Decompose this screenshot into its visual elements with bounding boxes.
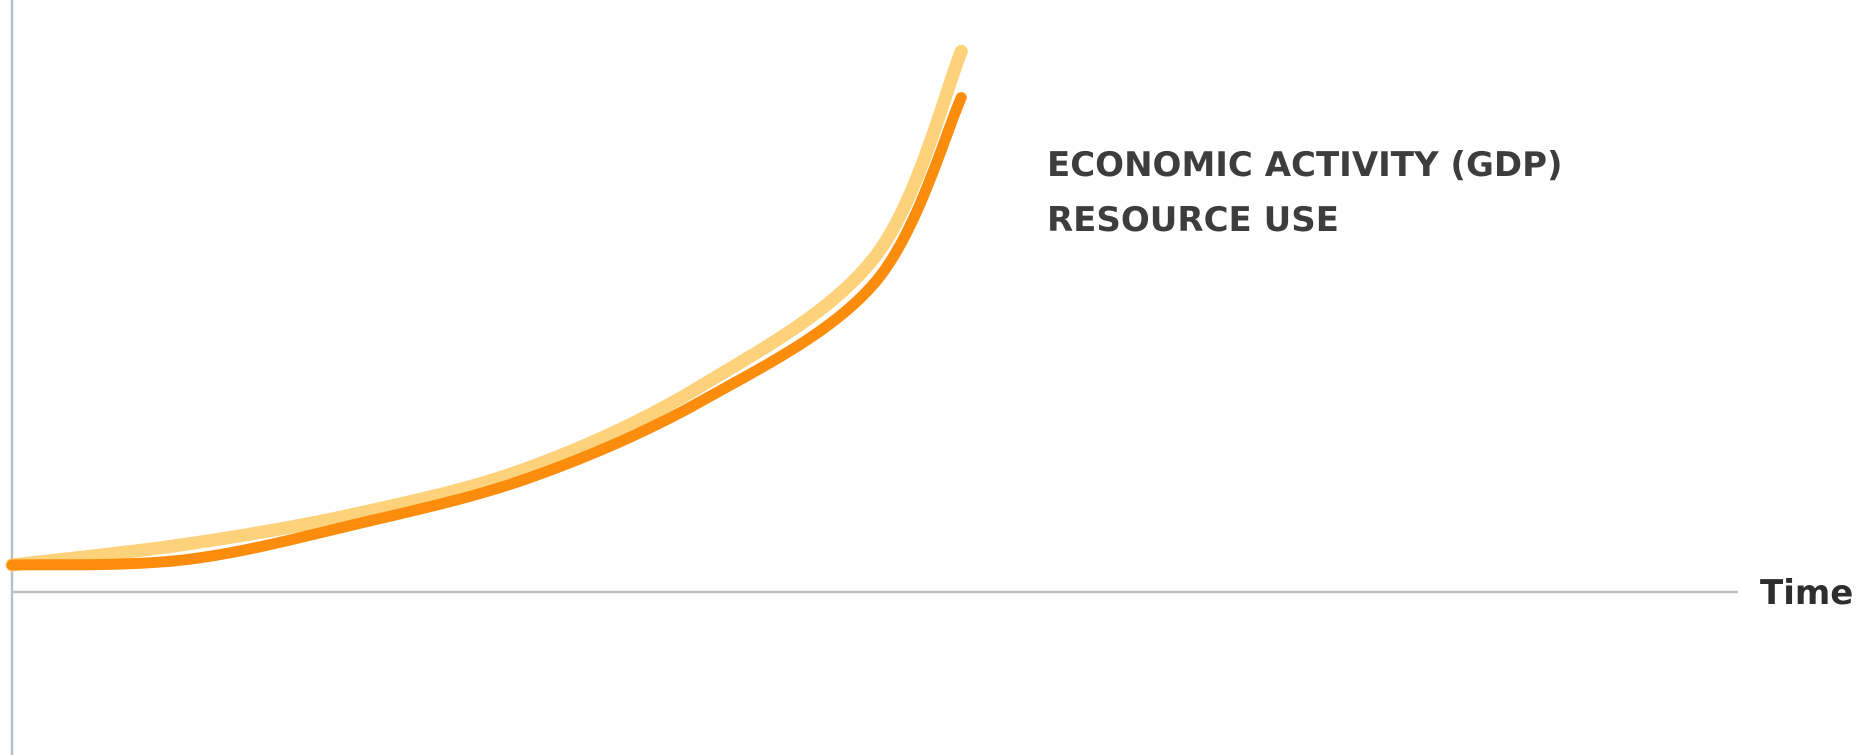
series-label-economic-activity: ECONOMIC ACTIVITY (GDP): [1047, 145, 1563, 185]
series-line-resource-use: [6, 92, 967, 571]
series-label-resource-use: RESOURCE USE: [1047, 200, 1339, 240]
x-axis-label: Time: [1760, 573, 1853, 613]
series-line-economic-activity: [5, 44, 968, 572]
series-group: [5, 44, 968, 572]
